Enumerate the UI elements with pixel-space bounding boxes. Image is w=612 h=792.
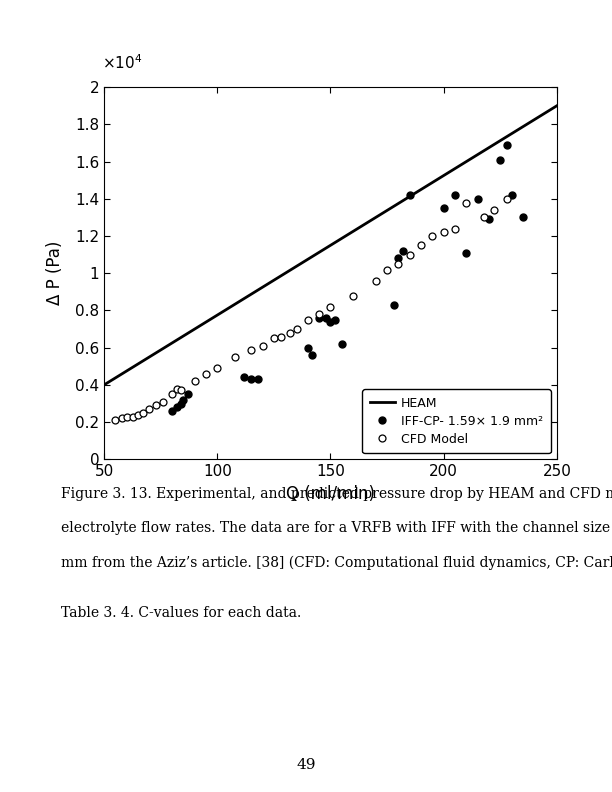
- IFF-CP- 1.59× 1.9 mm²: [184, 390, 192, 399]
- IFF-CP- 1.59× 1.9 mm²: [474, 194, 482, 204]
- IFF-CP- 1.59× 1.9 mm²: [395, 253, 402, 263]
- IFF-CP- 1.59× 1.9 mm²: [406, 190, 414, 200]
- IFF-CP- 1.59× 1.9 mm²: [255, 375, 262, 384]
- CFD Model: [146, 405, 153, 414]
- Line: CFD Model: CFD Model: [112, 196, 510, 424]
- IFF-CP- 1.59× 1.9 mm²: [168, 406, 176, 416]
- IFF-CP- 1.59× 1.9 mm²: [331, 315, 338, 325]
- CFD Model: [139, 408, 146, 417]
- CFD Model: [440, 227, 447, 237]
- CFD Model: [123, 412, 130, 421]
- CFD Model: [168, 390, 176, 399]
- CFD Model: [232, 352, 239, 362]
- CFD Model: [316, 310, 323, 319]
- IFF-CP- 1.59× 1.9 mm²: [323, 313, 330, 322]
- IFF-CP- 1.59× 1.9 mm²: [519, 212, 526, 222]
- CFD Model: [247, 345, 255, 354]
- IFF-CP- 1.59× 1.9 mm²: [452, 190, 459, 200]
- IFF-CP- 1.59× 1.9 mm²: [390, 300, 398, 310]
- CFD Model: [202, 369, 209, 379]
- IFF-CP- 1.59× 1.9 mm²: [327, 317, 334, 326]
- Text: electrolyte flow rates. The data are for a VRFB with IFF with the channel size o: electrolyte flow rates. The data are for…: [61, 521, 612, 535]
- IFF-CP- 1.59× 1.9 mm²: [241, 373, 248, 383]
- Text: Table 3. 4. C-values for each data.: Table 3. 4. C-values for each data.: [61, 607, 302, 620]
- Text: Figure 3. 13. Experimental, and predicted pressure drop by HEAM and CFD models f: Figure 3. 13. Experimental, and predicte…: [61, 487, 612, 501]
- CFD Model: [112, 416, 119, 425]
- CFD Model: [504, 194, 511, 204]
- IFF-CP- 1.59× 1.9 mm²: [308, 350, 316, 360]
- CFD Model: [130, 412, 137, 421]
- CFD Model: [152, 401, 160, 410]
- CFD Model: [277, 332, 285, 341]
- Legend: HEAM, IFF-CP- 1.59× 1.9 mm², CFD Model: HEAM, IFF-CP- 1.59× 1.9 mm², CFD Model: [362, 389, 551, 453]
- CFD Model: [119, 413, 126, 423]
- X-axis label: Q (ml/min): Q (ml/min): [286, 485, 375, 503]
- CFD Model: [372, 276, 379, 285]
- CFD Model: [135, 410, 142, 420]
- IFF-CP- 1.59× 1.9 mm²: [316, 313, 323, 322]
- CFD Model: [214, 364, 221, 373]
- IFF-CP- 1.59× 1.9 mm²: [338, 339, 345, 348]
- CFD Model: [259, 341, 266, 351]
- CFD Model: [463, 198, 470, 208]
- IFF-CP- 1.59× 1.9 mm²: [463, 248, 470, 257]
- Y-axis label: Δ P (Pa): Δ P (Pa): [46, 241, 64, 306]
- CFD Model: [417, 241, 425, 250]
- CFD Model: [271, 333, 278, 343]
- Text: mm from the Aziz’s article. [38] (CFD: Computational fluid dynamics, CP: Carbon : mm from the Aziz’s article. [38] (CFD: C…: [61, 555, 612, 569]
- CFD Model: [173, 384, 180, 394]
- IFF-CP- 1.59× 1.9 mm²: [508, 190, 515, 200]
- CFD Model: [383, 265, 391, 274]
- IFF-CP- 1.59× 1.9 mm²: [485, 215, 493, 224]
- CFD Model: [349, 291, 357, 300]
- Line: IFF-CP- 1.59× 1.9 mm²: IFF-CP- 1.59× 1.9 mm²: [165, 138, 530, 418]
- CFD Model: [481, 212, 488, 222]
- CFD Model: [293, 325, 300, 334]
- IFF-CP- 1.59× 1.9 mm²: [180, 395, 187, 405]
- IFF-CP- 1.59× 1.9 mm²: [440, 204, 447, 213]
- IFF-CP- 1.59× 1.9 mm²: [399, 246, 406, 256]
- CFD Model: [395, 259, 402, 268]
- CFD Model: [191, 376, 198, 386]
- CFD Model: [286, 328, 293, 337]
- CFD Model: [452, 224, 459, 234]
- Text: $\times\mathregular{10}^{\mathregular{4}}$: $\times\mathregular{10}^{\mathregular{4}…: [102, 54, 142, 72]
- CFD Model: [159, 397, 166, 406]
- IFF-CP- 1.59× 1.9 mm²: [497, 155, 504, 165]
- CFD Model: [304, 315, 312, 325]
- CFD Model: [490, 205, 497, 215]
- IFF-CP- 1.59× 1.9 mm²: [247, 375, 255, 384]
- IFF-CP- 1.59× 1.9 mm²: [504, 140, 511, 150]
- CFD Model: [177, 386, 185, 395]
- CFD Model: [406, 250, 414, 260]
- IFF-CP- 1.59× 1.9 mm²: [173, 402, 180, 412]
- IFF-CP- 1.59× 1.9 mm²: [177, 398, 185, 409]
- Text: 49: 49: [296, 758, 316, 772]
- CFD Model: [429, 231, 436, 241]
- CFD Model: [327, 302, 334, 311]
- IFF-CP- 1.59× 1.9 mm²: [304, 343, 312, 352]
